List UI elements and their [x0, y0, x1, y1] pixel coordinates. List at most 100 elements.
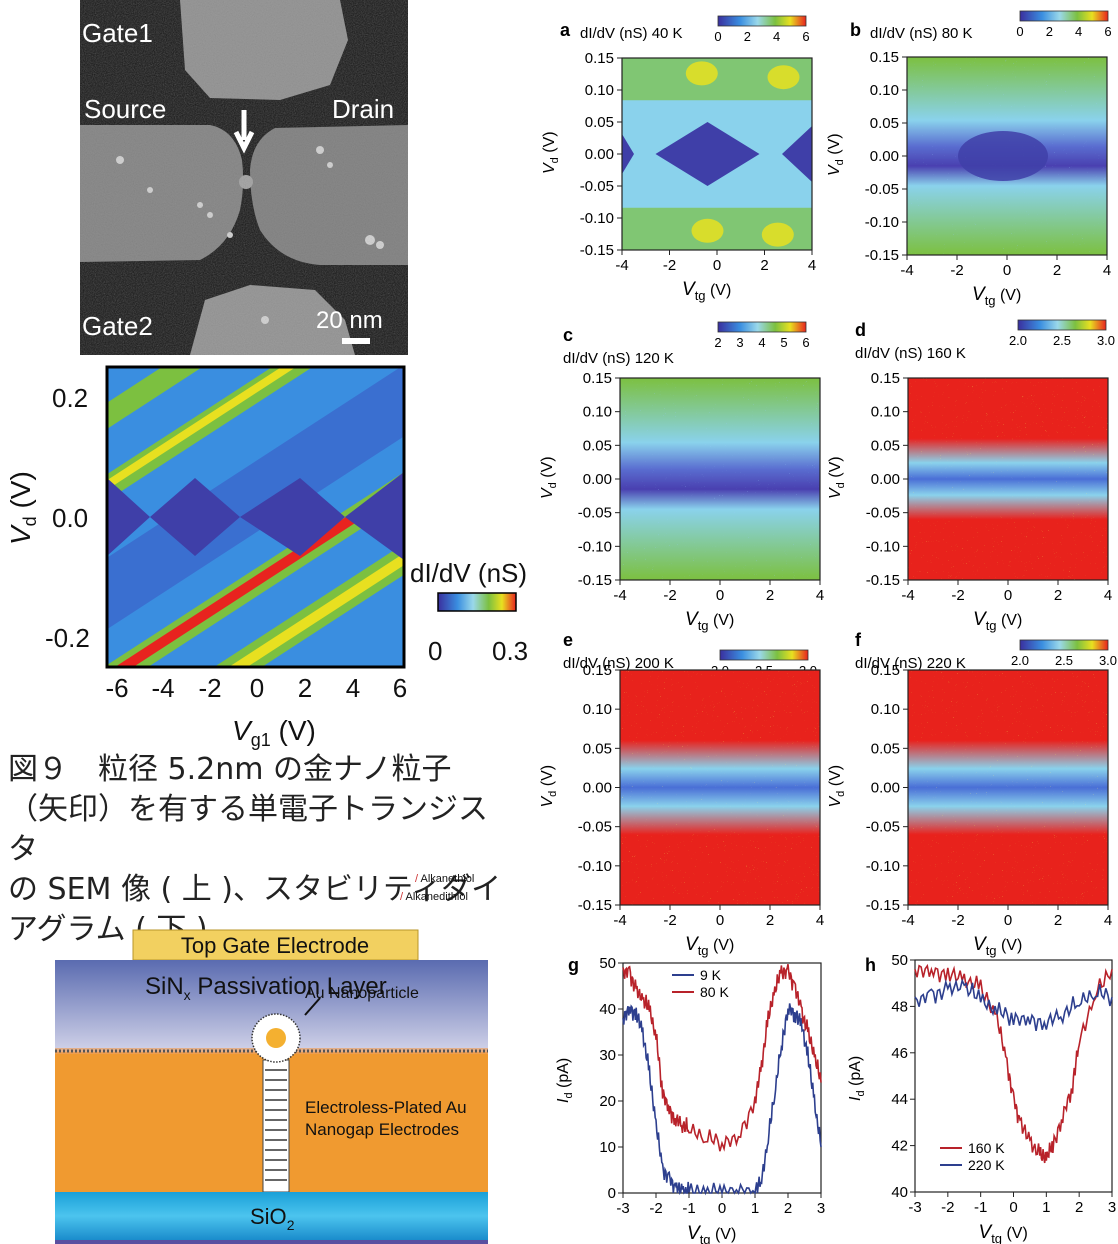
stab-cb-min: 0 — [428, 636, 442, 666]
chart-ytick: 30 — [599, 1047, 616, 1064]
heatmap-ytick: -0.10 — [866, 538, 900, 555]
heatmap-ytick: -0.15 — [865, 247, 899, 264]
caption-jp: 図９ 粒径 5.2nm の金ナノ粒子 （矢印）を有する単電子トランジスタ の S… — [8, 750, 508, 950]
heatmap-panels: a dI/dV (nS) 40 K 0 2 4 6 0.15 0.10 0.05 0.00 -0.0… — [539, 10, 1117, 958]
heatmap-ytick: -0.15 — [578, 897, 612, 914]
legend-label: 160 K — [968, 1140, 1005, 1156]
chart-ytick: 40 — [599, 1001, 616, 1018]
stab-colorbar-title: dI/dV (nS) — [410, 558, 527, 588]
colorbar-tick: 5 — [780, 335, 787, 350]
panel-title: dI/dV (nS) 160 K — [855, 345, 966, 362]
legend-label: 80 K — [700, 984, 729, 1000]
stab-xtick: 0 — [250, 673, 264, 703]
chart-xtick: 3 — [1108, 1199, 1116, 1216]
heatmap-xlabel: Vtg (V) — [685, 609, 734, 633]
chart-ytick: 0 — [608, 1185, 616, 1202]
heatmap-ytick: -0.10 — [865, 214, 899, 231]
chart-ytick: 50 — [599, 955, 616, 972]
coulomb-diamond — [655, 122, 760, 186]
stability-xticks: -6 -4 -2 0 2 4 6 — [105, 673, 407, 703]
heatmap-ytick: 0.15 — [871, 662, 900, 679]
chart-xtick: 3 — [817, 1200, 825, 1217]
heatmap-bg — [908, 378, 1108, 580]
passivation-label: SiNx Passivation Layer — [145, 973, 387, 1003]
heatmap-ytick: -0.05 — [866, 819, 900, 836]
chart-xtick: 0 — [718, 1200, 726, 1217]
panel-colorbar — [1019, 10, 1109, 22]
stab-ylabel: Vd (V) — [5, 471, 40, 545]
series-line-80-K — [622, 963, 822, 1152]
heatmap-xtick: -4 — [615, 257, 628, 274]
heatmap-xtick: 4 — [1103, 262, 1111, 279]
stab-xtick: 2 — [298, 673, 312, 703]
heatmap-xtick: 2 — [1053, 262, 1061, 279]
heatmap-xtick: 0 — [1003, 262, 1011, 279]
heatmap-xtick: -2 — [950, 262, 963, 279]
heatmap-xlabel: Vtg (V) — [973, 609, 1022, 633]
colorbar-tick: 6 — [802, 335, 809, 350]
colorbar-tick: 4 — [758, 335, 765, 350]
sio2-label: SiO2 — [250, 1204, 295, 1233]
electrodes-label-2: Nanogap Electrodes — [305, 1120, 459, 1139]
heatmap-xtick: -4 — [901, 587, 914, 604]
heatmap-ylabel: Vd (V) — [827, 456, 847, 499]
heatmap-bg — [908, 670, 1108, 905]
panel-letter: f — [855, 630, 862, 650]
chart-ytick: 42 — [891, 1138, 908, 1155]
heatmap-xtick: 0 — [713, 257, 721, 274]
heatmap-xtick: -2 — [951, 587, 964, 604]
gate2-electrode — [190, 285, 355, 355]
top-gate-electrode — [132, 929, 419, 961]
heatmap-xtick: 2 — [1054, 912, 1062, 929]
electrodes-label-1: Electroless-Plated Au — [305, 1098, 467, 1117]
heatmap-ytick: 0.00 — [583, 780, 612, 797]
chart-xtick: 1 — [1042, 1199, 1050, 1216]
heatmap-xtick: 4 — [808, 257, 816, 274]
heatmap-ytick: -0.05 — [866, 505, 900, 522]
top-gate-label: Top Gate Electrode — [181, 933, 369, 958]
panel-letter: c — [563, 325, 573, 345]
panel-colorbar — [1019, 639, 1109, 651]
chart-ytick: 10 — [599, 1139, 616, 1156]
heatmap-ytick: 0.10 — [871, 701, 900, 718]
chart-ytick: 46 — [891, 1045, 908, 1062]
heatmap-ytick: -0.10 — [580, 210, 614, 227]
chart-xtick: -2 — [649, 1200, 662, 1217]
heatmap-ytick: 0.15 — [870, 49, 899, 66]
coulomb-diamond — [958, 131, 1048, 181]
heatmap-xtick: -4 — [613, 912, 626, 929]
heatmap-panel-d: d dI/dV (nS) 160 K 2.0 2.5 3.0 0.15 0.10 0.05 0.… — [827, 319, 1115, 633]
heatmap-ytick: 0.15 — [583, 662, 612, 679]
gate1-electrode — [180, 0, 348, 100]
heatmap-panel-c: cdI/dV (nS) 120 K2 3 4 5 60.150.100.050.00-0… — [539, 321, 824, 633]
heatmap-ylabel: Vd (V) — [541, 131, 561, 174]
stab-xtick: -4 — [151, 673, 174, 703]
caption-line: 図９ 粒径 5.2nm の金ナノ粒子 — [8, 752, 452, 787]
panel-colorbar — [717, 15, 807, 27]
heatmap-xtick: 0 — [1004, 587, 1012, 604]
chart-xlabel: Vtg (V) — [687, 1223, 736, 1244]
heatmap-ytick: 0.05 — [583, 740, 612, 757]
colorbar-tick: 2 — [1046, 24, 1053, 39]
panel-title: dI/dV (nS) 120 K — [563, 350, 674, 367]
heatmap-ytick: 0.05 — [585, 114, 614, 131]
sem-image: Gate1 Source Drain Gate2 20 nm — [80, 0, 408, 355]
stab-xtick: -6 — [105, 673, 128, 703]
heatmap-xtick: 2 — [760, 257, 768, 274]
panel-colorbar — [719, 649, 809, 661]
heatmap-xtick: -2 — [663, 587, 676, 604]
series-line-220-K — [914, 978, 1113, 1032]
heatmap-xtick: 4 — [1104, 912, 1112, 929]
heatmap-xtick: 4 — [816, 912, 824, 929]
chart-ytick: 20 — [599, 1093, 616, 1110]
heatmap-ylabel: Vd (V) — [539, 456, 559, 499]
stab-cb-max: 0.3 — [492, 636, 528, 666]
heatmap-xtick: 2 — [766, 912, 774, 929]
chart-ytick: 48 — [891, 998, 908, 1015]
colorbar-tick: 4 — [773, 29, 780, 44]
line-chart-g: g 0 10 20 30 40 50 -3 -2 -1 0 1 2 3 Id (pA) Vtg (V) 9 K8… — [555, 955, 825, 1244]
panel-letter: b — [850, 20, 861, 40]
panel-colorbar — [1017, 319, 1107, 331]
colorbar-tick: 3 — [736, 335, 743, 350]
heatmap-ytick: 0.05 — [871, 740, 900, 757]
